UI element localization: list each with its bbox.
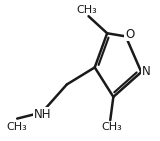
Text: CH₃: CH₃ [7, 122, 28, 132]
Text: NH: NH [34, 108, 52, 121]
Text: CH₃: CH₃ [101, 122, 122, 132]
Text: O: O [125, 27, 134, 41]
Text: N: N [142, 65, 150, 78]
Text: CH₃: CH₃ [77, 5, 97, 15]
